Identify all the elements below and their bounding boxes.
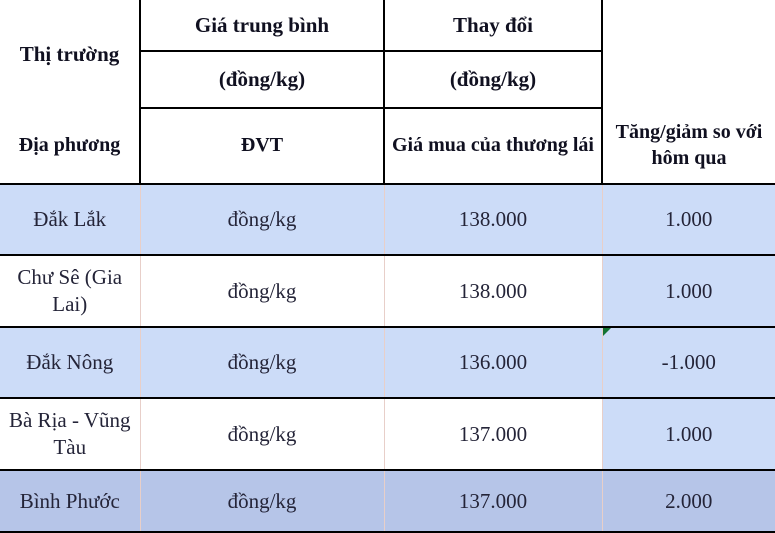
cell-price[interactable]: 138.000: [384, 255, 603, 328]
cell-unit[interactable]: đồng/kg: [140, 184, 385, 256]
cell-unit[interactable]: đồng/kg: [140, 470, 385, 533]
header-average-price: Giá trung bình: [140, 0, 385, 52]
header-row-3: Địa phương ĐVT Giá mua của thương lái Tă…: [0, 108, 775, 185]
cell-change[interactable]: 1.000: [602, 184, 775, 256]
header-average-price-unit: (đồng/kg): [140, 51, 385, 109]
comment-marker-icon: [602, 328, 611, 336]
table-row[interactable]: Bình Phước đồng/kg 137.000 2.000: [0, 470, 775, 533]
header-unit: ĐVT: [140, 108, 385, 185]
cell-unit[interactable]: đồng/kg: [140, 255, 385, 328]
cell-unit[interactable]: đồng/kg: [140, 398, 385, 471]
cell-locality[interactable]: Bình Phước: [0, 470, 141, 533]
header-change-unit: (đồng/kg): [384, 51, 603, 109]
header-row-1: Thị trường Giá trung bình Thay đổi: [0, 0, 775, 108]
cell-locality[interactable]: Đắk Lắk: [0, 184, 141, 256]
header-row-2: (đồng/kg) (đồng/kg): [0, 51, 775, 109]
cell-change[interactable]: 2.000: [602, 470, 775, 533]
table-row[interactable]: Đắk Nông đồng/kg 136.000 -1.000: [0, 327, 775, 399]
cell-price[interactable]: 137.000: [384, 398, 603, 471]
cell-locality[interactable]: Chư Sê (Gia Lai): [0, 255, 141, 328]
cell-change[interactable]: 1.000: [602, 398, 775, 471]
header-blank-top-right: [602, 0, 775, 108]
cell-price[interactable]: 136.000: [384, 327, 603, 399]
table-row[interactable]: Chư Sê (Gia Lai) đồng/kg 138.000 1.000: [0, 255, 775, 328]
cell-unit[interactable]: đồng/kg: [140, 327, 385, 399]
header-market: Thị trường: [0, 0, 141, 108]
cell-change-value: 1.000: [665, 278, 713, 303]
cell-locality[interactable]: Bà Rịa - Vũng Tàu: [0, 398, 141, 471]
cell-change-value: -1.000: [661, 350, 716, 375]
cell-price[interactable]: 138.000: [384, 184, 603, 256]
table-row[interactable]: Đắk Lắk đồng/kg 138.000 1.000: [0, 184, 775, 256]
header-trader-buy-price: Giá mua của thương lái: [384, 108, 603, 185]
cell-change[interactable]: -1.000: [602, 327, 775, 399]
header-change: Thay đổi: [384, 0, 603, 52]
cell-locality[interactable]: Đắk Nông: [0, 327, 141, 399]
header-locality: Địa phương: [0, 108, 141, 185]
cell-price[interactable]: 137.000: [384, 470, 603, 533]
table-row[interactable]: Bà Rịa - Vũng Tàu đồng/kg 137.000 1.000: [0, 398, 775, 471]
header-change-vs-yesterday: Tăng/giảm so với hôm qua: [602, 108, 775, 185]
cell-change[interactable]: 1.000: [602, 255, 775, 328]
